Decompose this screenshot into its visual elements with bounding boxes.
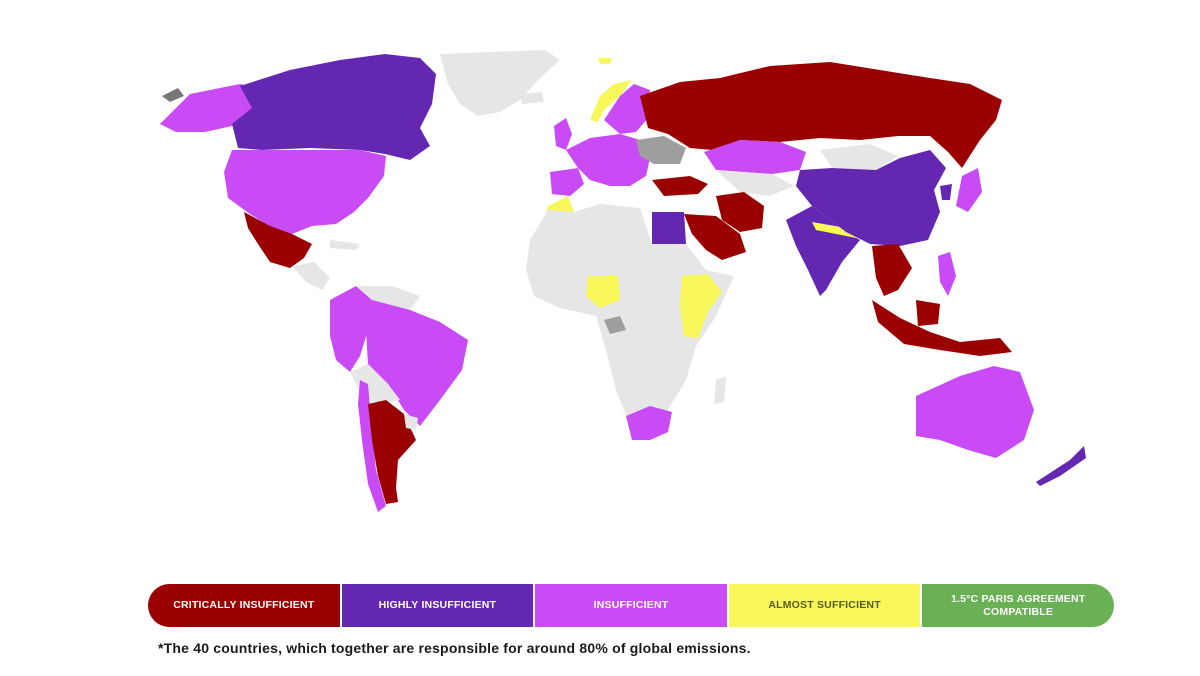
region-caribbean bbox=[330, 240, 360, 250]
region-china[interactable] bbox=[796, 150, 946, 246]
region-mexico[interactable] bbox=[244, 212, 312, 268]
region-japan[interactable] bbox=[956, 168, 982, 212]
region-alaska-islet bbox=[162, 88, 184, 102]
region-russia[interactable] bbox=[640, 62, 1002, 168]
region-uruguay bbox=[404, 414, 418, 430]
legend-critically-insufficient: CRITICALLY INSUFFICIENT bbox=[148, 584, 340, 627]
region-greenland[interactable] bbox=[440, 50, 560, 116]
region-usa[interactable] bbox=[224, 150, 386, 234]
region-uk[interactable] bbox=[554, 118, 572, 150]
region-egypt[interactable] bbox=[652, 212, 686, 244]
region-nordic-eu[interactable] bbox=[604, 84, 650, 134]
region-norway[interactable] bbox=[590, 80, 632, 122]
legend-highly-insufficient: HIGHLY INSUFFICIENT bbox=[341, 584, 534, 627]
region-chile[interactable] bbox=[358, 380, 386, 512]
region-new-zealand[interactable] bbox=[1036, 446, 1086, 486]
region-madagascar bbox=[714, 376, 726, 404]
world-map-svg bbox=[160, 50, 1086, 512]
region-gabon bbox=[604, 316, 626, 334]
region-iberia[interactable] bbox=[550, 168, 584, 196]
region-iran[interactable] bbox=[716, 192, 764, 232]
region-africa bbox=[526, 204, 734, 420]
legend-insufficient: INSUFFICIENT bbox=[535, 584, 727, 627]
region-india[interactable] bbox=[786, 206, 860, 296]
legend-paris-compatible: 1.5°C PARIS AGREEMENT COMPATIBLE bbox=[922, 584, 1114, 627]
region-borneo[interactable] bbox=[916, 300, 940, 326]
region-colombia-peru[interactable] bbox=[330, 286, 372, 372]
region-usa-alaska[interactable] bbox=[160, 84, 262, 132]
rating-legend: CRITICALLY INSUFFICIENT HIGHLY INSUFFICI… bbox=[148, 584, 1114, 627]
region-brazil[interactable] bbox=[366, 300, 468, 426]
region-canada[interactable] bbox=[232, 54, 436, 160]
region-philippines[interactable] bbox=[938, 252, 956, 296]
footnote: *The 40 countries, which together are re… bbox=[158, 640, 751, 656]
region-australia[interactable] bbox=[916, 366, 1034, 458]
region-iceland bbox=[520, 92, 544, 104]
region-argentina[interactable] bbox=[368, 400, 416, 504]
region-thailand-vietnam[interactable] bbox=[872, 244, 912, 296]
world-map bbox=[160, 50, 1086, 512]
region-turkey[interactable] bbox=[652, 176, 708, 196]
region-nigeria[interactable] bbox=[586, 276, 620, 308]
region-indonesia[interactable] bbox=[872, 300, 1012, 356]
region-nepal[interactable] bbox=[812, 222, 858, 238]
region-saudi-arabia[interactable] bbox=[684, 214, 746, 260]
region-central-america bbox=[292, 262, 330, 290]
region-korea[interactable] bbox=[940, 184, 952, 200]
region-ukraine bbox=[636, 136, 686, 164]
region-venezuela bbox=[356, 286, 420, 310]
region-south-africa[interactable] bbox=[626, 406, 672, 440]
region-eu[interactable] bbox=[566, 134, 650, 186]
region-mongolia bbox=[820, 144, 898, 170]
region-ethiopia-kenya[interactable] bbox=[680, 274, 722, 338]
legend-almost-sufficient: ALMOST SUFFICIENT bbox=[728, 584, 921, 627]
region-kazakhstan[interactable] bbox=[704, 140, 806, 174]
region-svalbard bbox=[598, 58, 612, 64]
region-central-asia bbox=[716, 170, 794, 196]
